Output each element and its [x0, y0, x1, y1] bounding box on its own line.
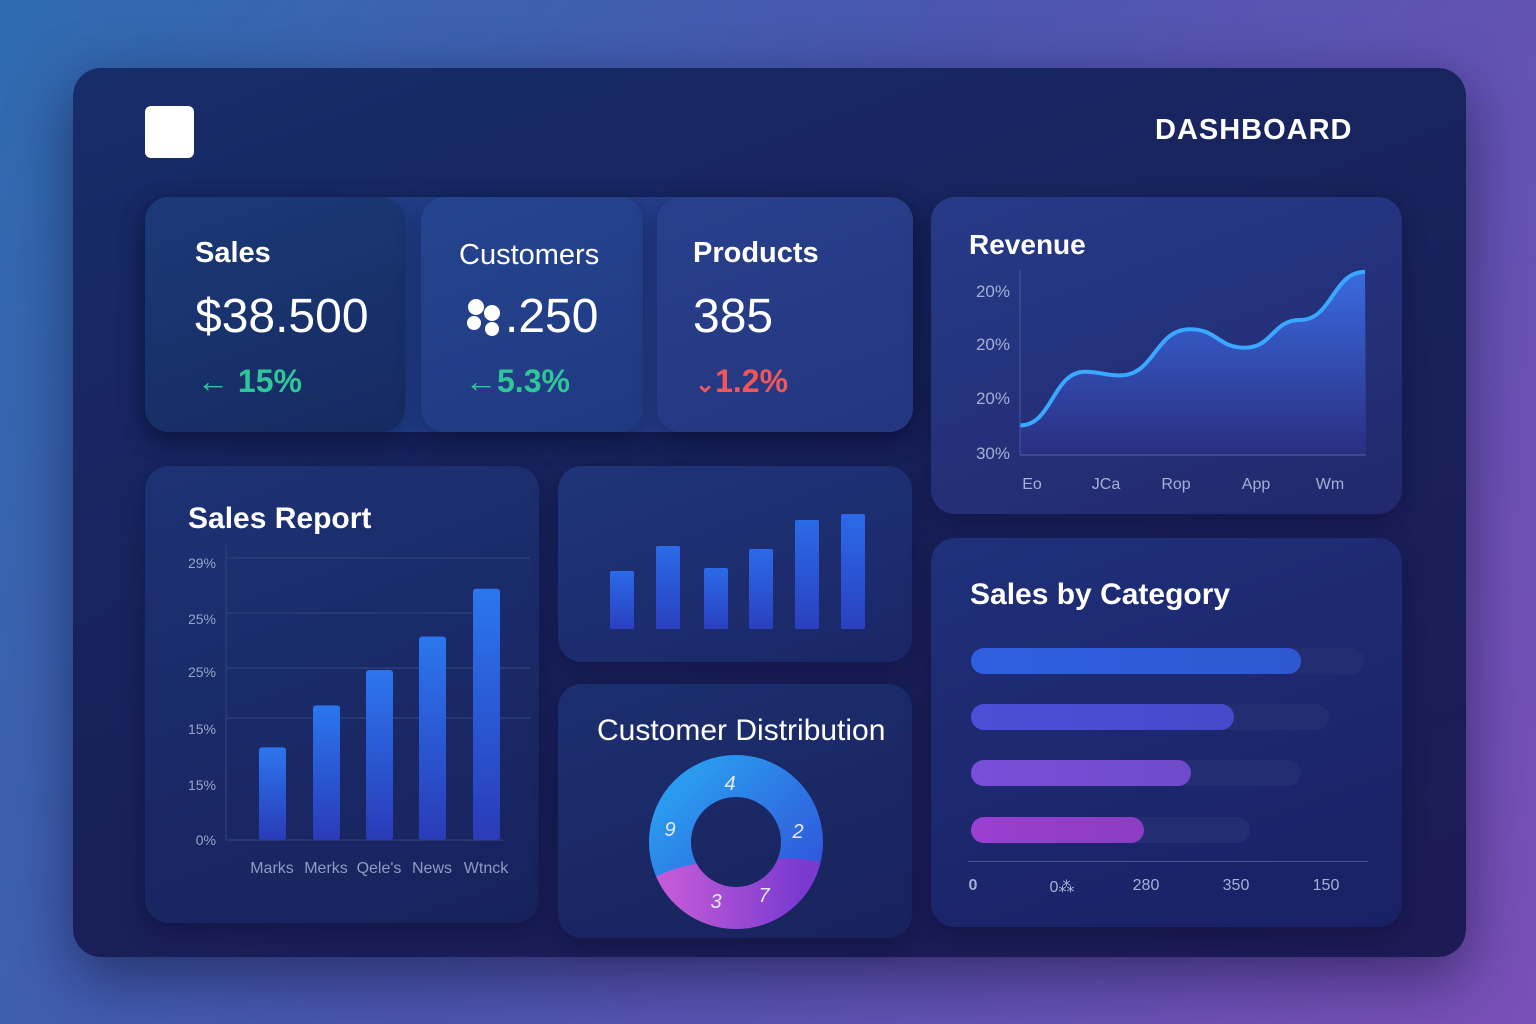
x-tick-label: JCa — [1092, 476, 1121, 493]
arrow-left-icon: ← — [197, 363, 238, 399]
revenue-title: Revenue — [969, 229, 1086, 260]
sales-report-title: Sales Report — [188, 502, 372, 535]
category-axis — [968, 861, 1368, 862]
stat-label: Customers — [459, 239, 600, 271]
y-tick-label: 29% — [188, 555, 216, 571]
y-tick-label: 20% — [976, 335, 1010, 354]
stat-card-sales[interactable]: Sales $38.500 ← 15% — [145, 197, 405, 432]
customer-distribution-title: Customer Distribution — [597, 714, 886, 747]
stat-delta: 5.3% — [497, 363, 570, 399]
x-tick-label: 150 — [1312, 877, 1340, 894]
donut-label: 7 — [758, 885, 770, 907]
stat-card-products[interactable]: Products 385 ⌄1.2% — [657, 197, 913, 432]
sales-by-category-card: Sales by Category — [931, 538, 1402, 927]
stat-value: $38.500 — [195, 290, 369, 343]
x-tick-label: 0⁂ — [1049, 879, 1075, 896]
stat-label: Products — [693, 237, 819, 269]
y-tick-label: 15% — [188, 777, 216, 793]
arrow-left-icon: ← — [465, 363, 497, 399]
x-tick-label: 350 — [1222, 877, 1250, 894]
category-bar[interactable] — [971, 648, 1302, 674]
revenue-chart: 20% 20% 20% 30% Eo JCa Rop App Wm — [976, 269, 1366, 493]
bar — [313, 705, 340, 840]
stat-label: Sales — [195, 237, 271, 269]
bar — [795, 520, 819, 629]
sales-report-chart: 29% 25% 25% 15% 15% 0% Marks Merks Qele's News Wtn… — [188, 545, 530, 877]
x-tick-label: News — [412, 860, 452, 877]
y-tick-label: 20% — [976, 282, 1010, 301]
customer-distribution-card: Customer Distribution — [558, 684, 912, 938]
chevron-down-icon: ⌄ — [695, 371, 716, 398]
donut-segment-purple[interactable] — [649, 776, 823, 929]
dots-icon — [467, 298, 500, 336]
y-tick-label: 30% — [976, 444, 1010, 463]
x-tick-label: Qele's — [357, 860, 402, 877]
category-bar[interactable] — [971, 817, 1144, 843]
y-tick-label: 15% — [188, 721, 216, 737]
donut-label: 3 — [710, 891, 721, 913]
logo[interactable] — [145, 106, 194, 158]
y-tick-label: 25% — [188, 611, 216, 627]
bar — [419, 636, 446, 840]
bar — [749, 549, 773, 629]
x-tick-label: Marks — [250, 860, 294, 877]
x-tick-label: Merks — [304, 860, 348, 877]
y-tick-label: 0% — [196, 832, 216, 848]
x-tick-label: 0 — [968, 877, 978, 894]
revenue-area — [1020, 271, 1366, 455]
stat-value: 385 — [693, 290, 774, 343]
x-tick-label: App — [1242, 476, 1271, 493]
category-bar[interactable] — [971, 760, 1192, 786]
bar — [704, 568, 728, 629]
revenue-line — [1019, 269, 1366, 428]
bar — [366, 669, 393, 840]
category-track — [971, 817, 1251, 843]
x-tick-label: Wm — [1316, 476, 1344, 493]
y-tick-label: 20% — [976, 389, 1010, 408]
category-track — [971, 760, 1302, 786]
bar — [473, 588, 500, 840]
donut-label: 4 — [724, 773, 735, 795]
x-tick-label: Rop — [1161, 476, 1190, 493]
stat-card-customers[interactable]: Customers .250 ←5.3% — [421, 197, 643, 432]
x-tick-label: 280 — [1132, 877, 1160, 894]
y-tick-label: 25% — [188, 664, 216, 680]
category-bar[interactable] — [971, 704, 1235, 730]
donut-label: 9 — [664, 819, 675, 841]
page-title: DASHBOARD — [1155, 114, 1353, 146]
donut-label: 2 — [791, 821, 803, 843]
bar — [259, 747, 286, 840]
stat-value: .250 — [505, 290, 599, 343]
bar — [610, 571, 634, 629]
category-track — [971, 704, 1329, 730]
donut-chart: 4 9 2 3 7 — [649, 755, 823, 929]
mini-bar-chart — [610, 514, 865, 629]
sales-by-category-title: Sales by Category — [970, 578, 1231, 611]
stat-delta: 1.2% — [715, 363, 789, 399]
bar — [841, 514, 865, 629]
bar — [656, 546, 680, 629]
stat-delta: 15% — [237, 363, 302, 399]
x-tick-label: Wtnck — [464, 860, 509, 877]
category-track — [971, 648, 1364, 674]
x-tick-label: Eo — [1022, 476, 1042, 493]
